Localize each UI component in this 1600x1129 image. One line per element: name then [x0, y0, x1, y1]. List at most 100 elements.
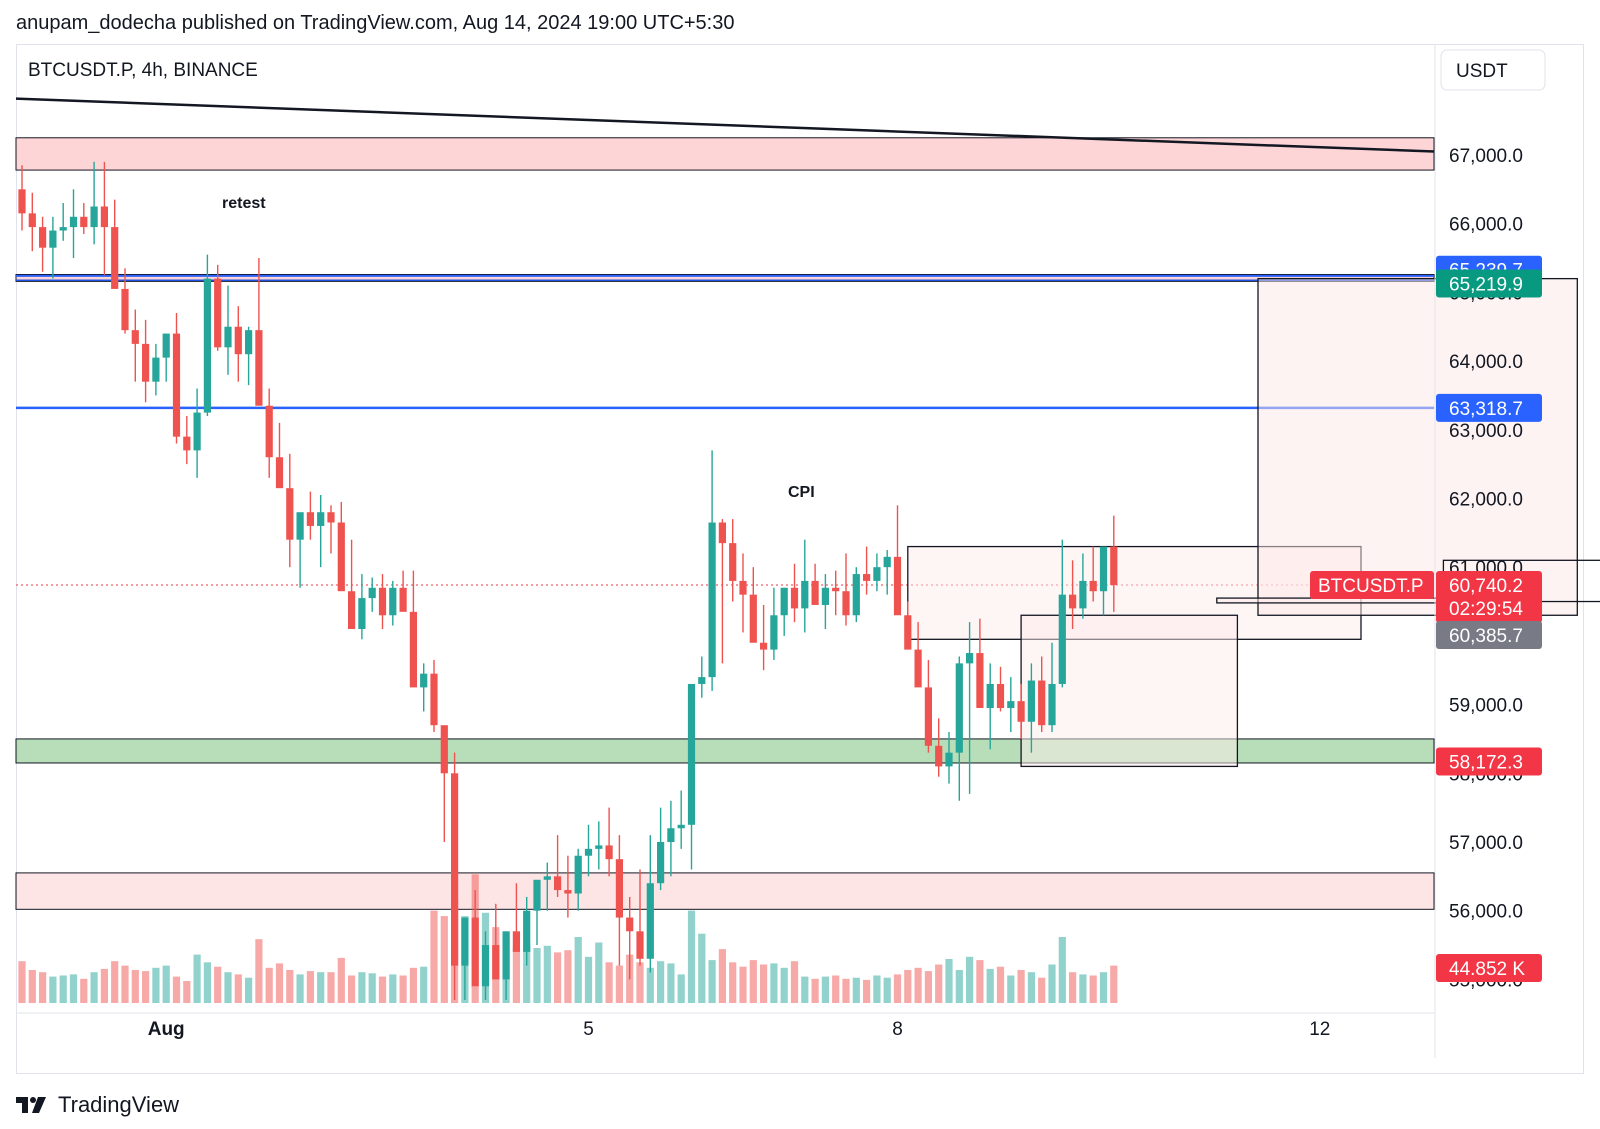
candle[interactable]	[739, 580, 747, 595]
candle[interactable]	[636, 931, 644, 959]
candle[interactable]	[811, 580, 819, 605]
candle[interactable]	[1007, 701, 1015, 709]
candle[interactable]	[512, 931, 520, 952]
candle[interactable]	[986, 683, 994, 709]
footer-brand[interactable]: TradingView	[16, 1092, 179, 1118]
candle[interactable]	[39, 227, 47, 248]
candle[interactable]	[564, 890, 572, 894]
candle[interactable]	[461, 917, 469, 966]
candle[interactable]	[945, 752, 953, 767]
candle[interactable]	[677, 824, 685, 829]
candle[interactable]	[317, 512, 325, 526]
candle[interactable]	[821, 587, 829, 605]
candle[interactable]	[574, 855, 582, 894]
candle[interactable]	[832, 587, 840, 592]
candle[interactable]	[698, 677, 706, 684]
candle[interactable]	[348, 591, 356, 630]
candle[interactable]	[90, 206, 98, 228]
candle[interactable]	[430, 673, 438, 726]
trendline-layer[interactable]	[15, 97, 1435, 153]
trendline[interactable]	[15, 97, 1435, 153]
candle[interactable]	[873, 567, 881, 581]
currency-button[interactable]	[1440, 49, 1546, 91]
candle[interactable]	[59, 227, 67, 231]
candle[interactable]	[420, 673, 428, 688]
candle[interactable]	[1110, 546, 1118, 586]
rectangle-drawings[interactable]	[907, 277, 1600, 768]
candle[interactable]	[687, 683, 696, 825]
candle[interactable]	[595, 845, 603, 849]
candle[interactable]	[904, 615, 912, 650]
candle[interactable]	[245, 330, 253, 355]
candles-layer[interactable]	[18, 161, 1118, 1000]
candle[interactable]	[667, 828, 675, 842]
candle[interactable]	[492, 945, 500, 980]
candle[interactable]	[358, 598, 366, 630]
candle[interactable]	[749, 594, 757, 643]
candle[interactable]	[399, 587, 407, 612]
candle[interactable]	[996, 683, 1005, 709]
candle[interactable]	[955, 663, 963, 753]
candle[interactable]	[131, 330, 139, 344]
candle[interactable]	[265, 405, 273, 458]
candle[interactable]	[1069, 594, 1077, 609]
candle[interactable]	[729, 543, 737, 581]
candle[interactable]	[605, 845, 613, 860]
candle[interactable]	[1058, 594, 1066, 684]
candle[interactable]	[172, 333, 181, 437]
candle[interactable]	[183, 436, 191, 451]
candle[interactable]	[1038, 680, 1046, 726]
candle[interactable]	[976, 653, 984, 709]
candle[interactable]	[193, 412, 201, 451]
candle[interactable]	[780, 587, 788, 616]
candle[interactable]	[49, 230, 57, 248]
candle[interactable]	[914, 649, 922, 688]
candle[interactable]	[966, 653, 974, 664]
candle[interactable]	[337, 522, 345, 592]
time-axis[interactable]: Aug5812151922	[16, 1012, 1600, 1040]
candle[interactable]	[162, 333, 170, 358]
candle[interactable]	[142, 343, 150, 382]
candle[interactable]	[584, 848, 593, 856]
candle[interactable]	[1027, 680, 1035, 722]
candle[interactable]	[1048, 683, 1056, 726]
candle[interactable]	[770, 615, 778, 650]
candle[interactable]	[152, 357, 160, 382]
candle[interactable]	[646, 883, 654, 959]
candle[interactable]	[100, 206, 108, 228]
candle[interactable]	[275, 457, 284, 489]
candle[interactable]	[893, 556, 902, 616]
candle[interactable]	[80, 216, 88, 228]
candle[interactable]	[883, 556, 891, 568]
candle[interactable]	[708, 522, 716, 678]
candle[interactable]	[718, 522, 726, 544]
candle[interactable]	[481, 945, 490, 987]
candle[interactable]	[368, 587, 376, 599]
candle[interactable]	[18, 189, 26, 214]
candle[interactable]	[790, 587, 799, 609]
candle[interactable]	[1079, 580, 1087, 609]
candle[interactable]	[935, 745, 943, 767]
rectangle-drawing[interactable]	[1257, 277, 1578, 616]
candle[interactable]	[657, 841, 665, 884]
candle[interactable]	[409, 611, 417, 688]
candle[interactable]	[760, 642, 768, 650]
cpi-annotation[interactable]: CPI	[788, 484, 815, 501]
candle[interactable]	[286, 488, 294, 540]
candle[interactable]	[69, 216, 78, 228]
candle[interactable]	[214, 278, 222, 348]
retest-annotation[interactable]: retest	[222, 195, 266, 212]
candle[interactable]	[863, 574, 871, 581]
candle[interactable]	[440, 725, 448, 774]
candle[interactable]	[801, 580, 809, 609]
candle[interactable]	[306, 512, 314, 526]
candle[interactable]	[523, 910, 531, 952]
candle[interactable]	[224, 326, 232, 348]
candle[interactable]	[626, 917, 634, 932]
candle[interactable]	[234, 326, 242, 355]
zone-resistance-thin-1[interactable]	[15, 274, 1435, 282]
candle[interactable]	[111, 227, 119, 289]
candle[interactable]	[327, 512, 335, 523]
candle[interactable]	[615, 859, 623, 918]
